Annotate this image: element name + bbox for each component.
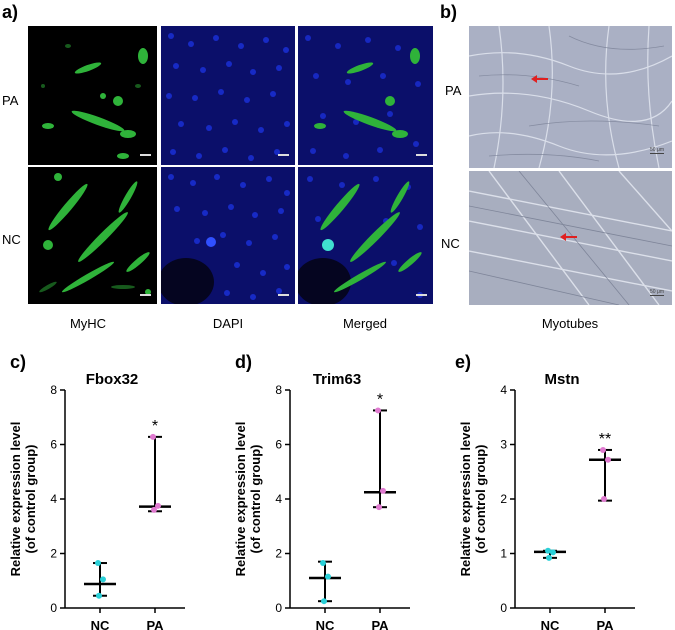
y-tick-label: 6 [275,438,282,452]
micrograph-pa-merged [298,26,433,165]
data-point [605,456,611,463]
arrow-indicator-nc [560,233,577,241]
y-tick-label: 0 [500,601,507,615]
x-tick-label: NC [91,618,110,630]
data-point [321,598,327,605]
data-point [375,407,381,414]
panel-a-row-label-nc: NC [2,232,21,247]
y-tick-label: 6 [50,438,57,452]
data-point [601,496,607,502]
micrograph-nc-dapi [161,167,295,304]
micrograph-nc-merged [298,167,433,304]
y-tick-label: 2 [275,547,282,561]
micrograph-pa-dapi [161,26,295,165]
y-axis-label: Relative expression level [8,422,23,577]
panel-b-row-label-nc: NC [441,236,460,251]
data-point [100,576,106,583]
data-point [546,554,552,561]
y-tick-label: 0 [275,601,282,615]
chart-mstn: Mstn Relative expression level (of control… [458,372,635,630]
scale-text-nc: 50 μm [650,289,664,295]
data-point [600,446,606,453]
micrograph-nc-myhc [28,167,157,304]
significance-marker: ** [599,431,611,448]
chart-trim63: Trim63 Relative expression level (of contr… [233,372,410,630]
micrograph-pa-myhc [28,26,157,165]
chart-title: Mstn [545,372,580,388]
y-axis-label: Relative expression level [233,422,248,577]
brightfield-nc: 50 μm [469,171,672,305]
data-point [155,502,161,509]
chart-title: Fbox32 [86,372,139,388]
x-tick-label: NC [541,618,560,630]
chart-title: Trim63 [313,372,361,388]
panel-d-letter: d) [235,352,252,372]
scale-text-pa: 50 μm [650,147,664,153]
y-axis-label-units: (of control group) [473,444,488,553]
data-point [325,573,331,580]
panel-b-caption: Myotubes [541,316,599,331]
data-point [96,592,102,599]
panel-a-letter: a) [2,2,19,22]
y-tick-label: 2 [500,492,507,506]
panel-e-letter: e) [455,352,472,372]
y-tick-label: 4 [275,492,282,506]
y-tick-label: 4 [500,383,507,397]
data-point [150,433,156,440]
x-tick-label: NC [316,618,335,630]
panel-a-row-label-pa: PA [2,93,19,108]
data-point [380,487,386,494]
panel-b-row-label-pa: PA [445,83,462,98]
data-point [320,560,326,567]
channel-caption-dapi: DAPI [212,316,244,331]
panel-b-letter: b) [440,2,457,22]
channel-caption-myhc: MyHC [69,316,107,331]
y-tick-label: 4 [50,492,57,506]
data-point [545,547,551,554]
y-axis-label: Relative expression level [458,422,473,577]
chart-fbox32: Fbox32 Relative expression level (of contr… [8,372,185,630]
brightfield-pa: 50 μm [469,26,672,168]
y-axis-label-units: (of control group) [248,444,263,553]
data-point [376,504,382,511]
y-tick-label: 3 [500,438,507,452]
y-tick-label: 2 [50,547,57,561]
y-tick-label: 8 [50,383,57,397]
y-axis-label-units: (of control group) [23,444,38,553]
channel-caption-merged: Merged [342,316,388,331]
data-point [151,506,157,513]
y-tick-label: 1 [500,547,507,561]
x-tick-label: PA [146,618,164,630]
panel-c-letter: c) [10,352,27,372]
x-tick-label: PA [371,618,389,630]
y-tick-label: 8 [275,383,282,397]
arrow-indicator-pa [531,75,548,83]
significance-marker: * [152,418,158,435]
data-point [550,549,556,556]
y-tick-label: 0 [50,601,57,615]
x-tick-label: PA [596,618,614,630]
data-point [95,560,101,567]
significance-marker: * [377,391,383,408]
